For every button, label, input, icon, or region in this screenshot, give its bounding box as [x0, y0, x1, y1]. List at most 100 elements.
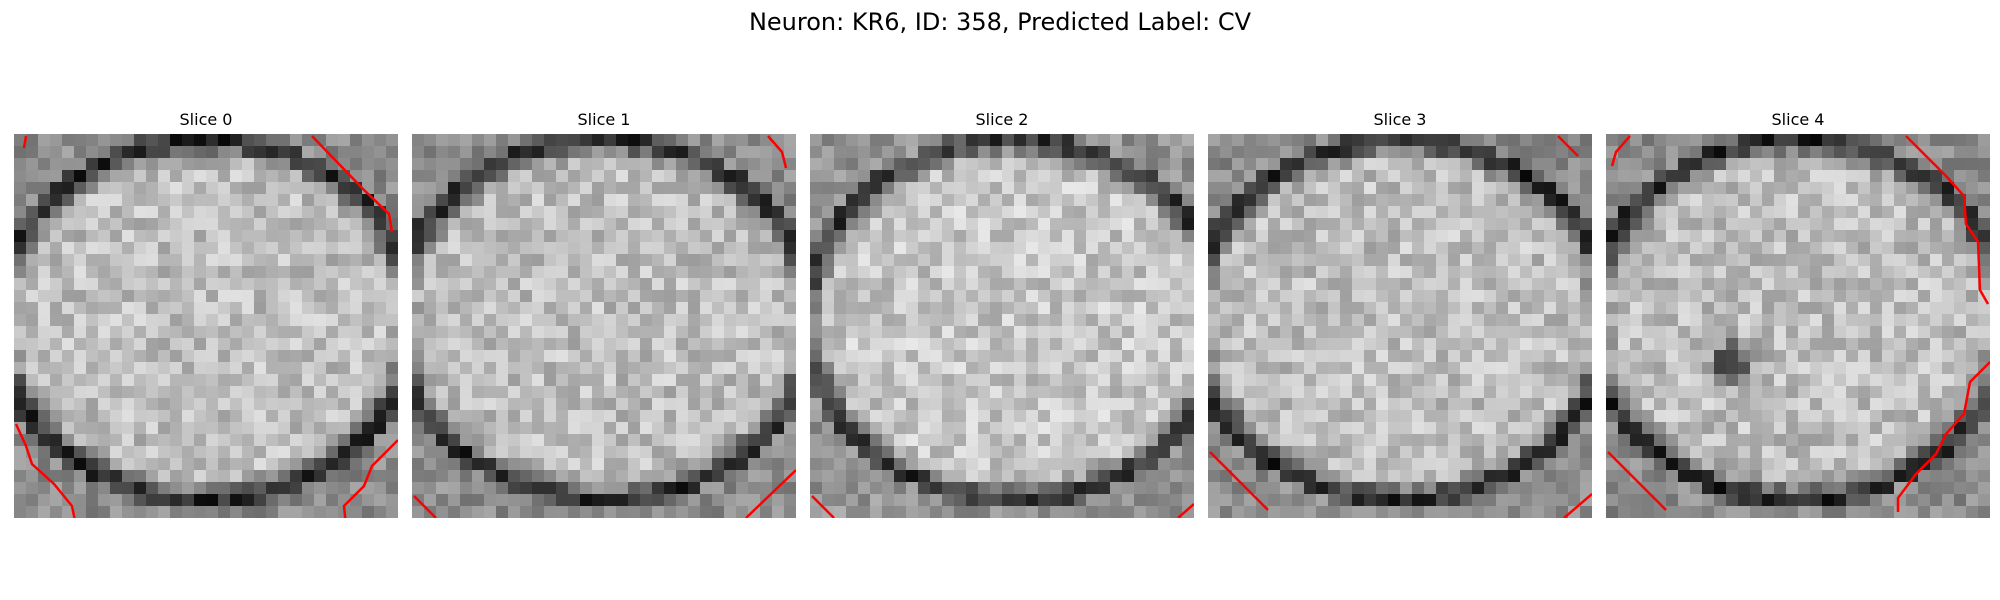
pixel-cell: [182, 374, 195, 387]
pixel-cell: [1316, 230, 1329, 243]
pixel-cell: [1978, 206, 1990, 219]
pixel-cell: [1316, 278, 1329, 291]
pixel-cell: [1810, 302, 1823, 315]
pixel-cell: [1714, 350, 1727, 363]
pixel-cell: [1472, 242, 1485, 255]
pixel-cell: [1316, 218, 1329, 231]
pixel-cell: [652, 242, 665, 255]
pixel-cell: [544, 494, 557, 507]
pixel-cell: [640, 290, 653, 303]
pixel-cell: [1606, 350, 1619, 363]
pixel-cell: [1086, 302, 1099, 315]
pixel-cell: [1496, 338, 1509, 351]
pixel-cell: [966, 494, 979, 507]
pixel-cell: [110, 170, 123, 183]
pixel-cell: [242, 446, 255, 459]
pixel-cell: [1810, 266, 1823, 279]
pixel-cell: [374, 326, 387, 339]
pixel-cell: [1256, 314, 1269, 327]
pixel-cell: [1906, 278, 1919, 291]
pixel-cell: [1654, 458, 1667, 471]
pixel-cell: [110, 146, 123, 159]
pixel-cell: [616, 266, 629, 279]
pixel-cell: [1762, 218, 1775, 231]
pixel-cell: [628, 386, 641, 399]
pixel-cell: [676, 194, 689, 207]
pixel-cell: [1026, 278, 1039, 291]
pixel-cell: [14, 506, 27, 518]
pixel-cell: [146, 446, 159, 459]
pixel-cell: [50, 230, 63, 243]
pixel-cell: [664, 278, 677, 291]
pixel-cell: [62, 350, 75, 363]
pixel-cell: [568, 326, 581, 339]
pixel-cell: [990, 506, 1003, 518]
pixel-cell: [1074, 458, 1087, 471]
pixel-cell: [1606, 194, 1619, 207]
pixel-cell: [760, 422, 773, 435]
pixel-cell: [374, 170, 387, 183]
pixel-cell: [1062, 302, 1075, 315]
pixel-cell: [1774, 134, 1787, 147]
pixel-cell: [1906, 194, 1919, 207]
pixel-cell: [412, 398, 425, 411]
pixel-cell: [206, 362, 219, 375]
pixel-cell: [74, 434, 87, 447]
pixel-cell: [772, 350, 785, 363]
pixel-cell: [1942, 302, 1955, 315]
pixel-cell: [1618, 158, 1631, 171]
pixel-cell: [870, 230, 883, 243]
pixel-cell: [1026, 206, 1039, 219]
pixel-cell: [1014, 290, 1027, 303]
pixel-cell: [242, 458, 255, 471]
pixel-cell: [62, 194, 75, 207]
pixel-cell: [1026, 422, 1039, 435]
pixel-cell: [760, 446, 773, 459]
contour-overlay-line: [413, 495, 437, 518]
pixel-cell: [110, 290, 123, 303]
pixel-cell: [302, 350, 315, 363]
pixel-cell: [1268, 434, 1281, 447]
pixel-cell: [736, 506, 749, 518]
pixel-cell: [1846, 374, 1859, 387]
pixel-cell: [1654, 302, 1667, 315]
pixel-cell: [1882, 242, 1895, 255]
pixel-cell: [230, 158, 243, 171]
pixel-cell: [1086, 146, 1099, 159]
pixel-cell: [652, 218, 665, 231]
pixel-cell: [266, 230, 279, 243]
pixel-cell: [1328, 338, 1341, 351]
pixel-cell: [146, 326, 159, 339]
pixel-cell: [122, 386, 135, 399]
pixel-cell: [1412, 242, 1425, 255]
pixel-cell: [532, 326, 545, 339]
pixel-cell: [1606, 134, 1619, 147]
pixel-cell: [266, 398, 279, 411]
pixel-cell: [1232, 398, 1245, 411]
pixel-cell: [290, 158, 303, 171]
pixel-cell: [170, 278, 183, 291]
pixel-cell: [1846, 206, 1859, 219]
pixel-cell: [736, 350, 749, 363]
pixel-cell: [1388, 398, 1401, 411]
pixel-cell: [134, 278, 147, 291]
pixel-cell: [1894, 146, 1907, 159]
pixel-cell: [736, 218, 749, 231]
pixel-cell: [266, 506, 279, 518]
pixel-cell: [230, 458, 243, 471]
pixel-cell: [724, 350, 737, 363]
pixel-cell: [556, 146, 569, 159]
pixel-cell: [158, 134, 171, 147]
pixel-cell: [1726, 350, 1739, 363]
pixel-cell: [1882, 134, 1895, 147]
pixel-cell: [1714, 170, 1727, 183]
pixel-cell: [990, 326, 1003, 339]
pixel-cell: [1122, 134, 1135, 147]
pixel-cell: [1954, 386, 1967, 399]
pixel-cell: [1520, 362, 1533, 375]
pixel-cell: [954, 326, 967, 339]
pixel-cell: [1930, 326, 1943, 339]
pixel-cell: [616, 470, 629, 483]
pixel-cell: [1268, 170, 1281, 183]
pixel-cell: [1750, 398, 1763, 411]
